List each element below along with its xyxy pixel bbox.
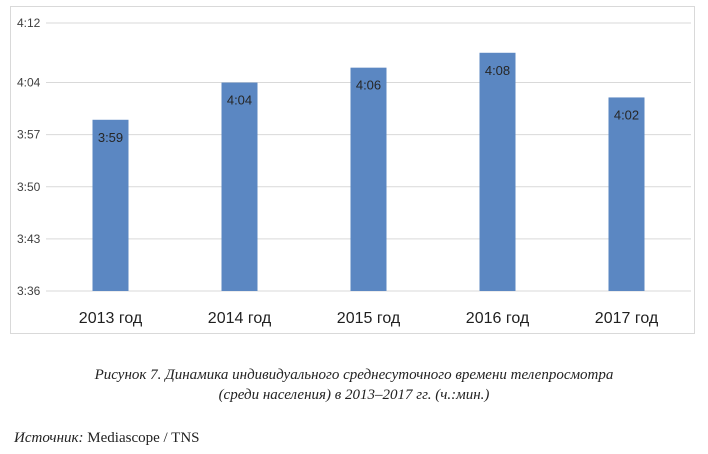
source-label: Источник: xyxy=(14,430,84,446)
bar-chart: 3:36 3:43 3:50 3:57 4:04 4:12 3:59 2013 год 4:04… xyxy=(17,16,691,327)
bar xyxy=(92,119,129,292)
figure-caption-line1: Рисунок 7. Динамика индивидуального сред… xyxy=(94,367,614,383)
data-label: 4:04 xyxy=(227,93,252,108)
figure-caption-line2: (среди населения) в 2013–2017 гг. (ч.:ми… xyxy=(218,387,490,403)
y-tick-label: 4:12 xyxy=(17,16,41,30)
data-label: 4:08 xyxy=(485,63,510,78)
x-category-label: 2016 год xyxy=(466,310,530,327)
y-tick-label: 4:04 xyxy=(17,76,41,90)
y-tick-label: 3:50 xyxy=(17,180,41,194)
bar xyxy=(221,82,258,291)
source-text: Mediascope / TNS xyxy=(83,430,200,446)
data-label: 4:02 xyxy=(614,107,639,122)
y-tick-label: 3:43 xyxy=(17,232,41,246)
bar xyxy=(608,97,645,291)
x-category-label: 2015 год xyxy=(337,310,401,327)
source-note: Источник: Mediascope / TNS xyxy=(14,428,200,448)
data-label: 4:06 xyxy=(356,78,381,93)
y-tick-label: 3:36 xyxy=(17,284,41,298)
bar xyxy=(479,52,516,292)
y-tick-label: 3:57 xyxy=(17,128,41,142)
chart-frame: 3:36 3:43 3:50 3:57 4:04 4:12 3:59 2013 год 4:04… xyxy=(10,6,695,334)
x-category-label: 2014 год xyxy=(208,310,272,327)
data-label: 3:59 xyxy=(98,130,123,145)
x-category-label: 2013 год xyxy=(79,310,143,327)
bar xyxy=(350,67,387,291)
x-category-label: 2017 год xyxy=(595,310,659,327)
